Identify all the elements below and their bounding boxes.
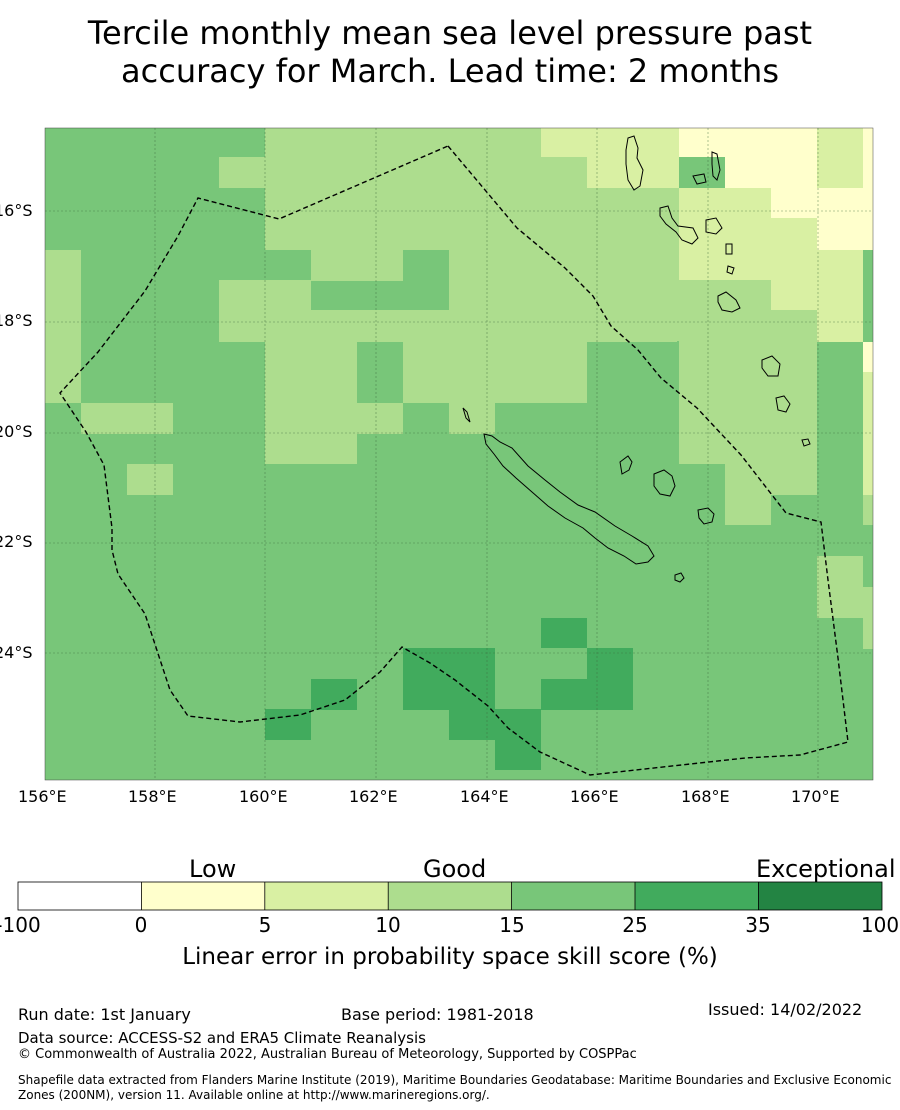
vanuatu-efate (717, 291, 741, 313)
lon-label-164e: 164°E (460, 787, 509, 806)
title-line-2: accuracy for March. Lead time: 2 months (121, 52, 779, 90)
colorbar (17, 881, 883, 911)
vanuatu-malekula (659, 205, 699, 245)
colorbar-title: Linear error in probability space skill … (182, 944, 718, 970)
colorbar-tick-100: 100 (860, 913, 900, 937)
data-source: Data source: ACCESS-S2 and ERA5 Climate … (18, 1029, 426, 1047)
new-caledonia-outline (483, 433, 655, 565)
vanuatu-espiritu-santo (625, 135, 644, 191)
colorbar-segment-35-100 (758, 882, 882, 910)
lon-label-168e: 168°E (681, 787, 730, 806)
run-date: Run date: 1st January (18, 1005, 191, 1024)
vanuatu-island-3 (711, 151, 721, 181)
colorbar-segment-25-35 (635, 882, 759, 910)
category-good: Good (423, 855, 487, 883)
colorbar-segment-neg100-0 (18, 882, 142, 910)
lon-label-166e: 166°E (570, 787, 619, 806)
colorbar-segment-5-10 (264, 882, 389, 910)
lat-label-24s: 24°S (0, 643, 33, 662)
gridlines (45, 128, 873, 780)
lat-label-16s: 16°S (0, 201, 33, 220)
lat-label-22s: 22°S (0, 532, 33, 551)
colorbar-tick-35: 35 (745, 913, 771, 937)
lon-label-160e: 160°E (239, 787, 288, 806)
skill-cells (45, 128, 873, 649)
skill-map (44, 127, 874, 781)
loyalty-island-2 (653, 469, 676, 497)
colorbar-tick-0: 0 (134, 913, 148, 937)
loyalty-island-3 (697, 507, 715, 525)
lon-label-156e: 156°E (18, 787, 67, 806)
colorbar-segment-0-5 (141, 882, 265, 910)
category-exceptional: Exceptional (756, 855, 896, 883)
small-island-4 (726, 265, 735, 275)
map-frame (44, 127, 874, 781)
colorbar-tick-5: 5 (258, 913, 272, 937)
title-line-1: Tercile monthly mean sea level pressure … (87, 14, 813, 52)
small-island-3 (725, 243, 733, 255)
vanuatu-tanna (775, 395, 791, 413)
colorbar-segment-15-25 (511, 882, 635, 910)
page-title: Tercile monthly mean sea level pressure … (0, 14, 900, 90)
small-island-1 (674, 572, 685, 583)
loyalty-island-1 (619, 455, 633, 475)
colorbar-tick-15: 15 (499, 913, 525, 937)
lon-label-162e: 162°E (349, 787, 398, 806)
category-low: Low (189, 855, 237, 883)
colorbar-tick-25: 25 (622, 913, 648, 937)
small-island-5 (462, 407, 471, 423)
vanuatu-island-5 (705, 217, 723, 235)
base-period: Base period: 1981-2018 (341, 1005, 534, 1024)
eez-boundary (59, 145, 849, 776)
lat-label-18s: 18°S (0, 311, 33, 330)
island-outlines (462, 135, 811, 583)
copyright: © Commonwealth of Australia 2022, Austra… (18, 1047, 637, 1062)
lon-label-158e: 158°E (128, 787, 177, 806)
vanuatu-erromango (761, 355, 781, 377)
lat-label-20s: 20°S (0, 422, 33, 441)
vanuatu-island-4 (692, 173, 707, 185)
colorbar-tick-neg100: -100 (0, 913, 41, 937)
skill-cells-very-low (679, 128, 873, 372)
lon-label-170e: 170°E (791, 787, 840, 806)
small-island-2 (801, 438, 811, 447)
colorbar-segment-10-15 (388, 882, 512, 910)
colorbar-tick-10: 10 (375, 913, 401, 937)
shapefile-credit: Shapefile data extracted from Flanders M… (18, 1073, 892, 1102)
issued-date: Issued: 14/02/2022 (708, 1000, 863, 1019)
